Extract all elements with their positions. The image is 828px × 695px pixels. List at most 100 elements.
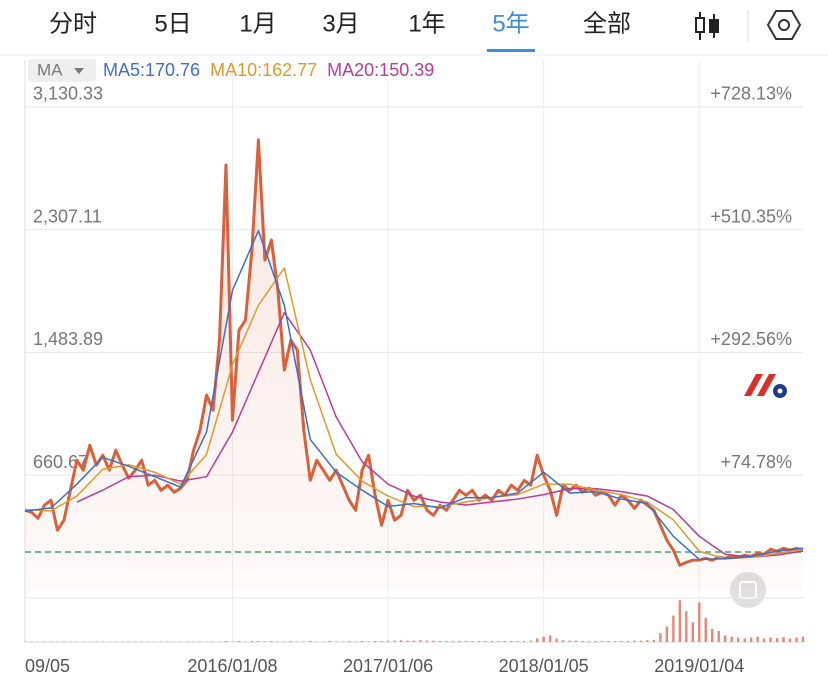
volume-bar (633, 641, 635, 642)
y2-tick-label: +728.13% (710, 84, 792, 104)
volume-bar (465, 641, 467, 642)
volume-bar (530, 641, 532, 642)
volume-bar (290, 641, 292, 642)
volume-bar (672, 616, 674, 642)
volume-bar (458, 641, 460, 642)
x-tick-label: 2016/01/08 (187, 656, 277, 676)
volume-bar (607, 641, 609, 642)
volume-bar (484, 641, 486, 642)
volume-bar (588, 641, 590, 642)
tab[interactable]: 5日 (154, 10, 191, 37)
volume-bar (795, 638, 797, 642)
volume-bar (471, 641, 473, 642)
volume-bar (659, 633, 661, 642)
volume-bar (575, 641, 577, 642)
volume-bar (504, 641, 506, 642)
volume-bar (419, 640, 421, 642)
volume-bar (756, 637, 758, 642)
y2-tick-label: +74.78% (720, 452, 792, 472)
volume-bar (562, 640, 564, 642)
volume-bar (549, 635, 551, 642)
volume-bar (601, 641, 603, 642)
volume-bar (445, 641, 447, 642)
volume-bar (270, 641, 272, 642)
volume-bar (374, 641, 376, 642)
volume-bar (776, 638, 778, 642)
volume-bar (555, 638, 557, 642)
tab[interactable]: 1月 (239, 10, 276, 37)
x-tick-label: 09/05 (25, 656, 70, 676)
indicator-label[interactable]: MA (37, 60, 63, 79)
volume-bar (789, 638, 791, 642)
tab[interactable]: 分时 (49, 10, 97, 37)
volume-bar (640, 641, 642, 642)
volume-bar (406, 641, 408, 642)
volume-bar (750, 638, 752, 642)
volume-bar (393, 641, 395, 642)
volume-bar (737, 638, 739, 642)
volume-bar (251, 641, 253, 642)
volume-bar (581, 641, 583, 642)
volume-bar (692, 622, 694, 642)
volume-bar (802, 637, 804, 642)
logo (744, 374, 787, 398)
volume-bar (705, 618, 707, 642)
volume-bar (400, 640, 402, 642)
volume-bar (718, 631, 720, 642)
tab[interactable]: 1年 (408, 10, 445, 37)
tab-underline (487, 49, 535, 52)
x-tick-label: 2017/01/06 (343, 656, 433, 676)
y-tick-label: 1,483.89 (33, 329, 103, 349)
volume-bar (257, 641, 259, 642)
volume-bar (782, 637, 784, 642)
volume-bar (523, 641, 525, 642)
volume-bar (329, 641, 331, 642)
x-tick-label: 2018/01/05 (499, 656, 589, 676)
volume-bar (426, 641, 428, 642)
volume-bar (238, 641, 240, 642)
legend-entry: MA5:170.76 (103, 60, 200, 80)
volume-bar (763, 638, 765, 642)
volume-bar (646, 640, 648, 642)
volume-bar (387, 641, 389, 642)
volume-bar (724, 635, 726, 642)
volume-bar (620, 641, 622, 642)
volume-bar (653, 640, 655, 642)
x-tick-label: 2019/01/04 (654, 656, 744, 676)
volume-bar (361, 641, 363, 642)
volume-bar (517, 641, 519, 642)
y2-tick-label: +292.56% (710, 329, 792, 349)
tab[interactable]: 全部 (583, 10, 631, 37)
volume-bar (627, 641, 629, 642)
candlestick-icon[interactable] (696, 12, 718, 40)
tab[interactable]: 5年 (492, 10, 529, 37)
volume-bar (698, 602, 700, 642)
volume-bar (413, 641, 415, 642)
y-tick-label: 3,130.33 (33, 84, 103, 104)
volume-bar (309, 641, 311, 642)
volume-bar (594, 641, 596, 642)
volume-bar (510, 641, 512, 642)
volume-bar (568, 641, 570, 642)
volume-bar (348, 641, 350, 642)
volume-bar (497, 641, 499, 642)
volume-bar (711, 629, 713, 642)
volume-bar (614, 641, 616, 642)
tab[interactable]: 3月 (322, 10, 359, 37)
y-tick-label: 2,307.11 (33, 206, 102, 226)
volume-bar (679, 600, 681, 642)
volume-bar (439, 641, 441, 642)
settings-icon[interactable] (768, 11, 800, 39)
volume-bar (743, 638, 745, 642)
volume-bar (225, 641, 227, 642)
legend-entry: MA20:150.39 (327, 60, 434, 80)
volume-bar (685, 611, 687, 642)
legend-entry: MA10:162.77 (210, 60, 317, 80)
volume-bar (380, 641, 382, 642)
volume-bar (491, 641, 493, 642)
volume-bar (769, 638, 771, 642)
volume-bar (542, 637, 544, 642)
y2-tick-label: +510.35% (710, 206, 792, 226)
volume-bar (666, 627, 668, 642)
